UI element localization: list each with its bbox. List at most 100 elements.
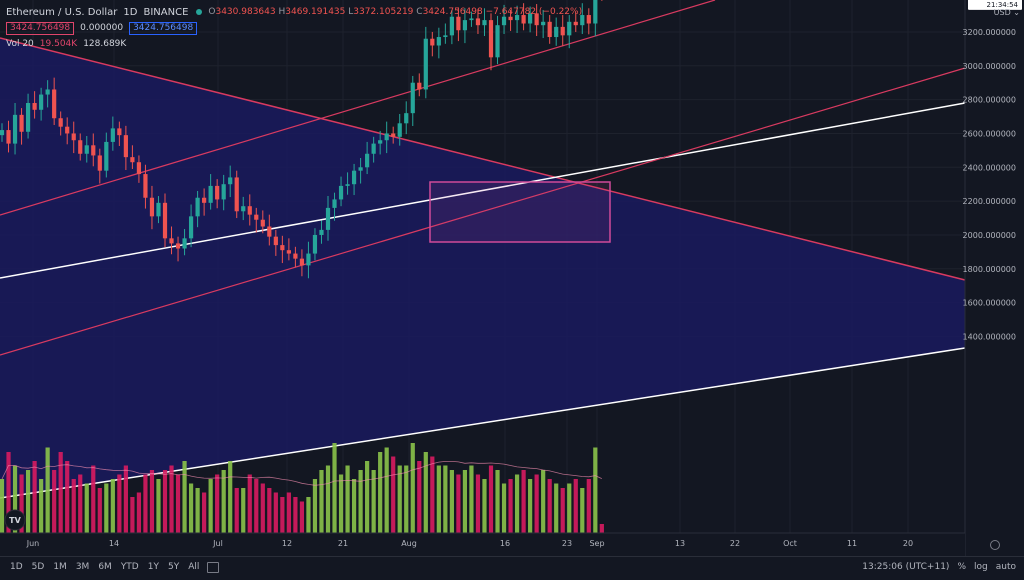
volume-bar: [404, 465, 409, 533]
volume-bar: [475, 474, 481, 533]
candle-body: [501, 16, 507, 26]
volume-bar: [358, 470, 363, 533]
candle-body: [410, 82, 415, 114]
volume-bar: [436, 465, 441, 533]
volume-bar: [410, 443, 415, 533]
volume-bar: [208, 479, 213, 533]
candle-body: [338, 185, 344, 200]
symbol-name[interactable]: Ethereum / U.S. Dollar: [6, 6, 118, 18]
candle-body: [293, 253, 298, 259]
range-1m[interactable]: 1M: [53, 562, 67, 572]
candle-body: [175, 243, 181, 249]
candle-body: [554, 26, 559, 38]
price-axis-ticks: 3200.000000 3000.000000 2800.000000 2600.00…: [963, 28, 1016, 342]
volume-ma-line: [1, 460, 602, 486]
candle-body: [0, 130, 5, 136]
volume-bar: [97, 488, 102, 533]
volume-bar: [469, 465, 474, 533]
volume-bar: [547, 479, 552, 533]
volume-bar: [599, 524, 604, 533]
volume-bar: [12, 465, 18, 533]
auto-toggle[interactable]: auto: [995, 562, 1016, 572]
candle-body: [149, 197, 155, 217]
utc-clock[interactable]: 13:25:06 (UTC+11): [862, 562, 950, 572]
currency-selector[interactable]: USD ⌄: [993, 8, 1020, 17]
range-3m[interactable]: 3M: [75, 562, 90, 572]
volume-bar: [580, 488, 585, 533]
percent-toggle[interactable]: %: [957, 562, 966, 572]
range-all[interactable]: All: [188, 562, 200, 572]
volume-bars: [0, 443, 604, 533]
candle-body: [110, 128, 115, 142]
bottom-toolbar: 1D 5D 1M 3M 6M YTD 1Y 5Y All 13:25:06 (U…: [0, 556, 1024, 577]
red-lower-parallel-line: [0, 67, 966, 356]
candle-body: [462, 20, 468, 31]
settings-gear-icon[interactable]: [990, 540, 1000, 550]
volume-bar: [365, 461, 370, 533]
candle-body: [358, 167, 363, 171]
candle-body: [521, 15, 526, 24]
volume-ma-value: 128.689K: [83, 39, 127, 49]
volume-bar: [45, 447, 50, 533]
volume-bar: [534, 474, 539, 533]
candle-body: [195, 197, 200, 217]
volume-bar: [495, 470, 500, 533]
exchange-label: BINANCE: [143, 6, 189, 18]
range-ytd[interactable]: YTD: [120, 562, 139, 572]
range-5d[interactable]: 5D: [31, 562, 45, 572]
candle-body: [508, 16, 513, 21]
countdown-label: 21:34:54: [987, 1, 1019, 9]
time-tick-label: Jun: [26, 539, 40, 548]
candle-body: [130, 157, 135, 163]
volume-bar: [188, 483, 194, 533]
range-6m[interactable]: 6M: [98, 562, 112, 572]
log-toggle[interactable]: log: [974, 562, 988, 572]
range-1d[interactable]: 1D: [10, 562, 23, 572]
volume-bar: [143, 474, 148, 533]
volume-bar: [247, 474, 252, 533]
volume-bar: [280, 497, 285, 533]
volume-bar: [215, 474, 220, 533]
candle-body: [286, 250, 291, 254]
candle-body: [534, 13, 539, 26]
volume-bar: [182, 461, 187, 533]
volume-bar: [293, 497, 298, 533]
candle-body: [123, 135, 128, 158]
volume-bar: [417, 461, 422, 533]
price-tick-label: 1600.000000: [963, 299, 1016, 308]
range-1y[interactable]: 1Y: [147, 562, 159, 572]
candle-body: [91, 145, 96, 156]
range-5y[interactable]: 5Y: [167, 562, 180, 572]
candle-body: [325, 207, 331, 230]
calendar-icon[interactable]: [207, 561, 220, 573]
candle-body: [45, 89, 50, 95]
time-tick-label: Aug: [401, 539, 417, 548]
interval-label[interactable]: 1D: [123, 6, 138, 18]
candle-body: [384, 133, 389, 141]
candle-body: [19, 114, 24, 132]
volume-bar: [84, 483, 89, 533]
volume-bar: [573, 479, 578, 533]
volume-label[interactable]: Vol 20: [6, 39, 34, 49]
candle-body: [495, 25, 500, 58]
price-tick-label: 2400.000000: [963, 163, 1016, 172]
candle-body: [182, 238, 187, 249]
volume-bar: [202, 492, 207, 533]
price-tick-label: 2000.000000: [963, 231, 1016, 240]
volume-bar: [319, 470, 324, 533]
candle-body: [547, 21, 552, 38]
volume-bar: [0, 479, 5, 533]
time-tick-label: 21: [338, 539, 348, 548]
volume-bar: [130, 497, 135, 533]
volume-bar: [312, 479, 318, 533]
candle-body: [482, 20, 487, 26]
volume-bar: [306, 497, 311, 533]
candles: [0, 0, 603, 279]
indicator-row: 3424.756498 0.000000 3424.756498: [6, 20, 582, 36]
candle-body: [136, 162, 142, 175]
candle-body: [84, 145, 89, 154]
candle-body: [593, 0, 598, 24]
volume-bar: [234, 488, 239, 533]
